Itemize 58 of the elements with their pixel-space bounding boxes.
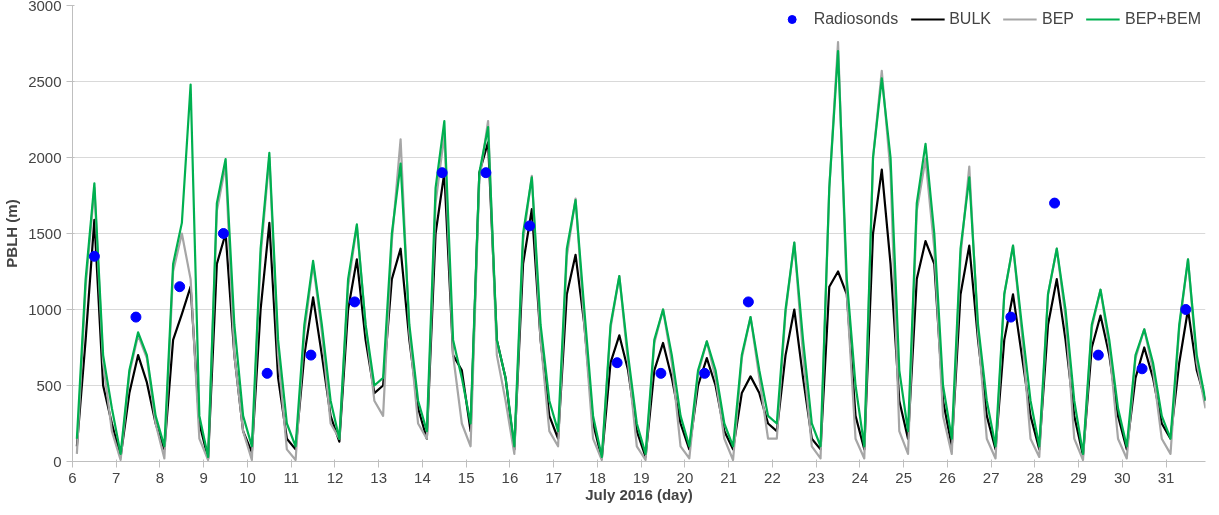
x-tick-label: 9 <box>199 468 208 486</box>
x-tick-label: 8 <box>155 468 165 486</box>
x-tick-label: 21 <box>720 468 738 486</box>
point <box>217 228 229 239</box>
y-tick-label: 500 <box>36 376 62 394</box>
x-tick-label: 25 <box>895 468 912 486</box>
legend-label: BEP+BEM <box>1124 10 1201 28</box>
y-axis-title: PBLH (m) <box>3 199 21 268</box>
x-tick-label: 7 <box>112 468 121 486</box>
point <box>699 367 711 379</box>
x-tick-label: 17 <box>545 468 563 486</box>
point <box>305 349 317 361</box>
point <box>130 311 142 323</box>
point <box>480 167 492 179</box>
x-tick-label: 19 <box>632 468 650 486</box>
x-tick-label: 23 <box>807 468 825 486</box>
point <box>261 367 273 379</box>
y-tick-label: 1000 <box>28 300 62 318</box>
point <box>524 220 536 232</box>
legend-label: Radiosonds <box>813 10 899 28</box>
x-tick-label: 16 <box>501 468 519 486</box>
y-tick-label: 3000 <box>28 0 62 14</box>
x-tick-label: 13 <box>370 468 388 486</box>
x-tick-label: 28 <box>1026 468 1044 486</box>
x-tick-label: 30 <box>1114 468 1131 486</box>
x-tick-label: 11 <box>283 468 300 486</box>
y-tick-label: 2500 <box>28 72 62 90</box>
legend-label: BEP <box>1041 10 1074 28</box>
x-tick-label: 29 <box>1070 468 1087 486</box>
point <box>174 281 186 293</box>
y-tick-label: 1500 <box>28 224 62 242</box>
x-axis-title: July 2016 (day) <box>585 485 693 503</box>
point <box>88 250 100 262</box>
legend-label: BULK <box>949 10 991 28</box>
x-tick-label: 22 <box>764 468 781 486</box>
x-tick-label: 18 <box>589 468 606 486</box>
x-tick-label: 10 <box>239 468 256 486</box>
x-tick-label: 14 <box>414 468 431 486</box>
x-tick-label: 20 <box>676 468 694 486</box>
x-tick-label: 26 <box>939 468 956 486</box>
point <box>349 296 361 308</box>
point <box>655 367 667 379</box>
x-tick-label: 31 <box>1157 468 1175 486</box>
point <box>1180 304 1192 315</box>
y-tick-label: 0 <box>53 452 62 470</box>
x-tick-label: 6 <box>68 468 77 486</box>
point <box>1005 311 1017 323</box>
x-tick-label: 24 <box>851 468 869 486</box>
point <box>436 167 448 179</box>
x-tick-label: 15 <box>457 468 475 486</box>
x-tick-label: 27 <box>982 468 1000 486</box>
point <box>1092 349 1104 361</box>
point <box>611 357 623 369</box>
y-tick-label: 2000 <box>28 148 62 166</box>
point <box>742 296 754 308</box>
point <box>1049 197 1061 209</box>
point <box>1136 363 1148 375</box>
x-tick-label: 12 <box>326 468 344 486</box>
